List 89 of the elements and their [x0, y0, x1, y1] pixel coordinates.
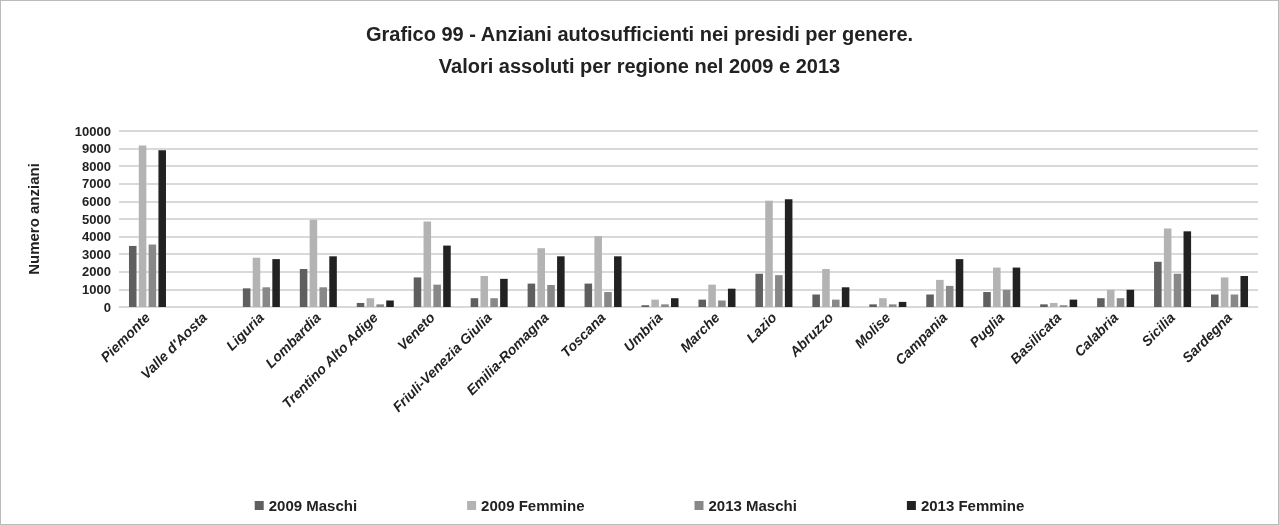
- bar: [1049, 302, 1058, 307]
- bar: [670, 298, 679, 307]
- bar: [879, 298, 887, 307]
- y-tick-label: 2000: [82, 264, 111, 280]
- bar: [413, 277, 422, 307]
- bar: [708, 284, 716, 307]
- bar: [138, 145, 147, 307]
- bar: [299, 268, 308, 307]
- bar: [936, 279, 944, 307]
- bar: [480, 276, 489, 307]
- bar: [1106, 289, 1115, 307]
- bar: [443, 245, 451, 307]
- bar: [1163, 228, 1172, 307]
- bar: [604, 292, 612, 307]
- bar: [661, 304, 669, 307]
- bar: [945, 285, 954, 307]
- bar: [1220, 277, 1229, 307]
- bar: [832, 299, 840, 307]
- bar: [309, 219, 318, 307]
- bar: [272, 259, 280, 307]
- bar: [651, 299, 659, 307]
- bar: [983, 292, 991, 307]
- bar: [698, 299, 707, 307]
- bar: [386, 300, 394, 307]
- bar: [812, 294, 820, 307]
- bar: [366, 298, 375, 307]
- bar: [765, 200, 773, 307]
- bar: [898, 301, 907, 307]
- y-tick-label: 3000: [82, 246, 111, 262]
- legend-label: 2009 Maschi: [268, 497, 358, 514]
- bar: [1240, 276, 1249, 307]
- bar: [356, 302, 365, 307]
- y-tick-label: 6000: [82, 193, 111, 209]
- bar: [584, 283, 593, 307]
- bar: [148, 244, 157, 307]
- y-tick-label: 10000: [74, 123, 111, 139]
- bar: [262, 287, 271, 307]
- legend-label: 2009 Femmine: [481, 497, 585, 514]
- bar: [128, 245, 137, 307]
- bar: [614, 256, 622, 307]
- bar: [423, 221, 432, 307]
- bar: [718, 300, 726, 307]
- bar: [775, 275, 783, 307]
- bar: [1173, 273, 1182, 307]
- bar: [470, 298, 479, 307]
- bar: [500, 278, 508, 307]
- bar: [319, 287, 328, 307]
- y-tick-label: 1000: [82, 281, 111, 297]
- y-tick-label: 7000: [82, 176, 111, 192]
- y-tick-label: 5000: [82, 211, 111, 227]
- bar: [1012, 267, 1021, 307]
- y-tick-label: 9000: [82, 141, 111, 157]
- legend-label: 2013 Femmine: [920, 497, 1025, 514]
- bar: [926, 294, 934, 307]
- bar: [1154, 261, 1162, 307]
- chart-title: Grafico 99 - Anziani autosufficienti nei presidi per genere. Valori assoluti per regione nel 2009 e 2013: [365, 23, 914, 77]
- y-axis-title: Numero anziani: [25, 163, 42, 275]
- bar: [527, 283, 536, 307]
- bar: [557, 256, 565, 307]
- bar: [1183, 231, 1192, 307]
- bar: [727, 288, 736, 307]
- bar: [594, 236, 602, 307]
- y-tick-label: 4000: [82, 229, 111, 245]
- bar: [547, 285, 555, 307]
- bar: [433, 284, 441, 307]
- bar: [1097, 298, 1105, 307]
- bar: [869, 304, 877, 307]
- bar: [888, 304, 897, 307]
- bar: [955, 259, 964, 307]
- bar: [329, 256, 337, 307]
- bar: [242, 288, 251, 307]
- bar: [841, 287, 850, 307]
- bar: [1211, 294, 1219, 307]
- y-tick-label: 8000: [82, 158, 111, 174]
- y-tick-label: 0: [103, 299, 111, 315]
- bar: [1040, 304, 1048, 307]
- bar: [1126, 289, 1135, 307]
- bar: [1116, 298, 1125, 307]
- bar: [784, 199, 793, 307]
- bar: [993, 267, 1001, 307]
- bar: [1002, 289, 1011, 307]
- bar: [158, 150, 166, 307]
- bar: [537, 248, 545, 307]
- legend-label: 2013 Maschi: [708, 497, 797, 514]
- bar: [252, 257, 261, 307]
- bar: [490, 298, 498, 307]
- bar: [755, 273, 763, 307]
- bar: [376, 304, 384, 307]
- bar: [822, 268, 830, 307]
